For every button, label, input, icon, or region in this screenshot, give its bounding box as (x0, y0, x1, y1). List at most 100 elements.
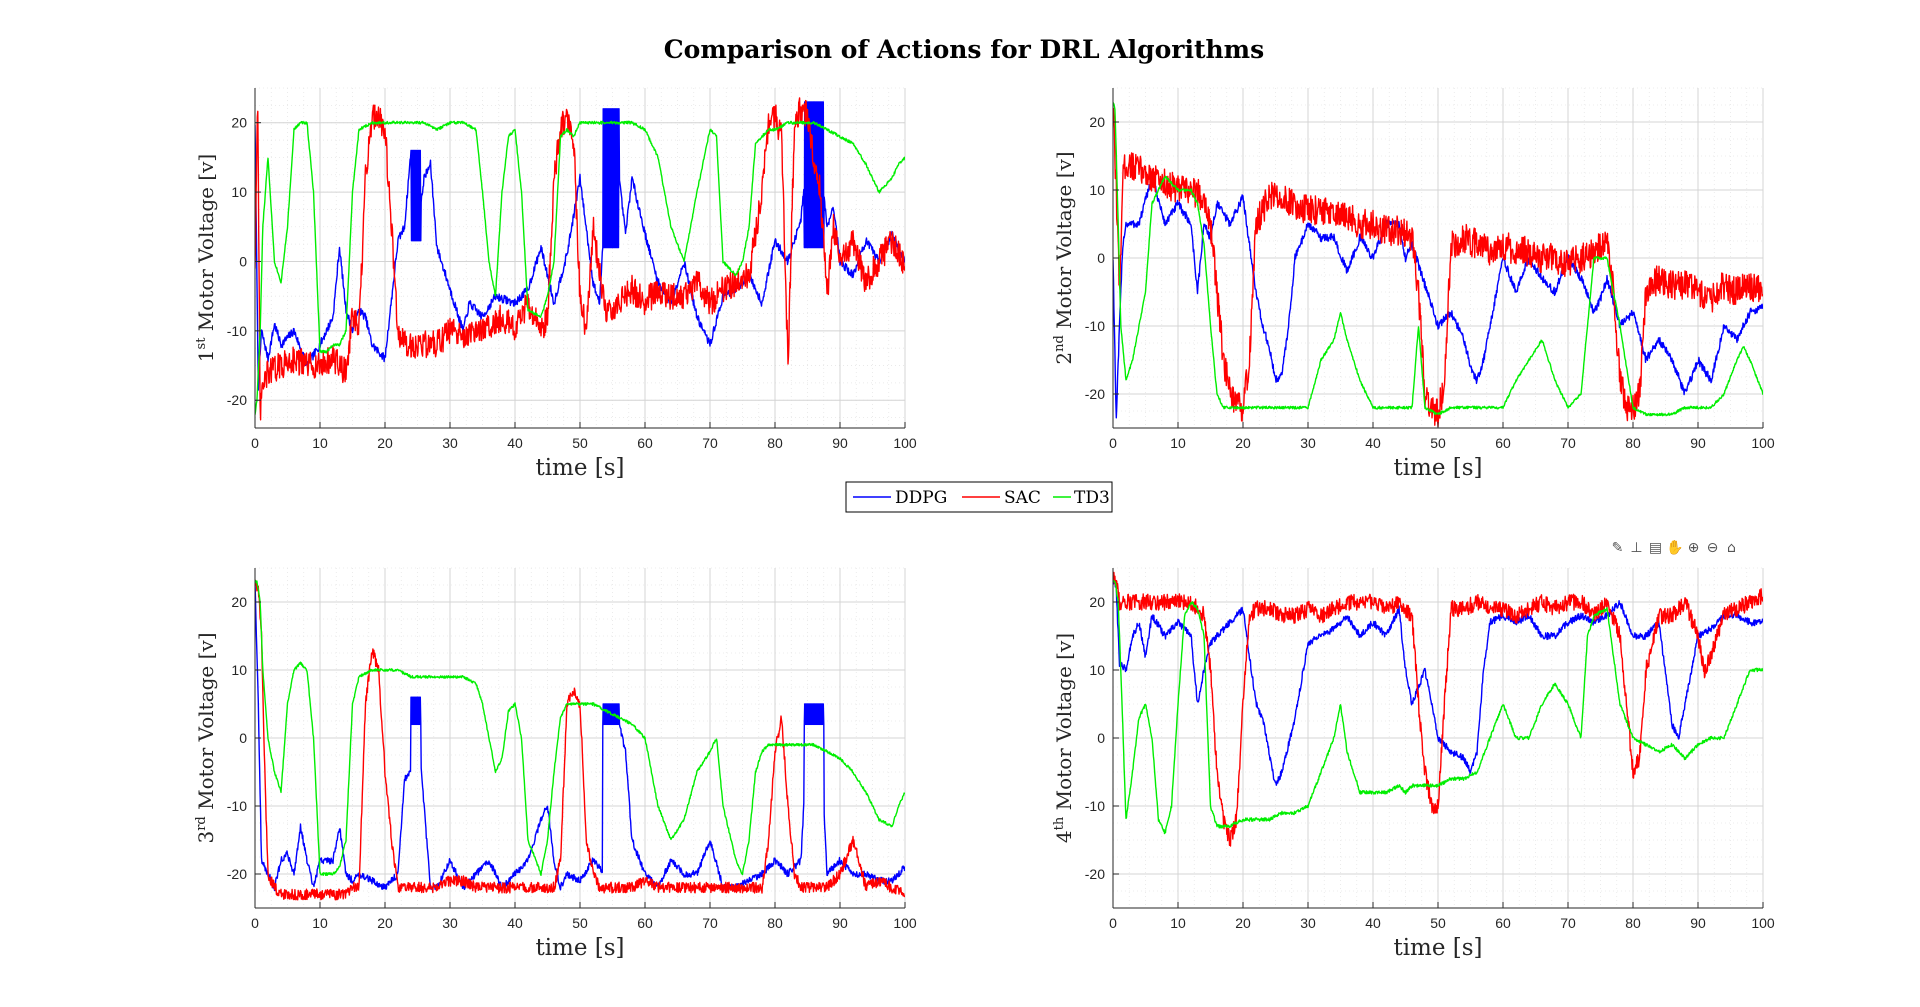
subplot-4: 0 10 20 30 40 50 60 70 80 90 100 -20 -10 0 10 20 time [s… (1052, 567, 1775, 961)
series-line-sac (255, 97, 905, 421)
series-line-ddpg (255, 101, 905, 391)
y-tick-label: 10 (231, 184, 247, 200)
series-line-td3 (1113, 580, 1763, 835)
x-tick-label: 10 (1170, 435, 1186, 451)
series-line-td3 (255, 579, 905, 876)
x-axis-label: time [s] (535, 935, 624, 961)
x-tick-label: 40 (507, 915, 523, 931)
y-tick-label: -10 (1085, 798, 1105, 814)
brush-icon[interactable]: ✎ (1611, 540, 1624, 556)
x-tick-label: 10 (1170, 915, 1186, 931)
y-axis-label: 4th Motor Voltage [v] (1052, 633, 1076, 843)
x-tick-label: 80 (767, 435, 783, 451)
data-tip-icon[interactable]: ⊥ (1630, 540, 1643, 556)
x-axis-label: time [s] (535, 455, 624, 481)
y-tick-label: 0 (1097, 250, 1105, 266)
y-axis-label: 2nd Motor Voltage [v] (1052, 151, 1076, 364)
y-tick-label: 20 (231, 594, 247, 610)
x-tick-label: 50 (572, 435, 588, 451)
legend-label-ddpg: DDPG (895, 488, 947, 508)
x-tick-label: 100 (893, 915, 917, 931)
x-tick-label: 0 (1109, 915, 1117, 931)
y-tick-label: 20 (1089, 594, 1105, 610)
y-tick-label: -10 (227, 798, 247, 814)
x-tick-label: 80 (767, 915, 783, 931)
series-line-ddpg (1113, 174, 1763, 419)
x-tick-label: 80 (1625, 915, 1641, 931)
y-tick-label: 20 (1089, 114, 1105, 130)
x-tick-label: 60 (1495, 915, 1511, 931)
x-tick-label: 60 (637, 435, 653, 451)
x-tick-label: 100 (1751, 435, 1775, 451)
series-line-td3 (255, 120, 905, 415)
x-tick-label: 90 (832, 915, 848, 931)
x-tick-label: 20 (377, 915, 393, 931)
series-group (255, 97, 905, 421)
legend-label-sac: SAC (1004, 488, 1041, 508)
x-tick-label: 50 (572, 915, 588, 931)
subplot-2: 0 10 20 30 40 50 60 70 80 90 100 -20 -10 0 10 20 time [s… (1052, 87, 1775, 481)
series-line-ddpg (255, 582, 905, 892)
x-tick-label: 50 (1430, 435, 1446, 451)
x-tick-label: 70 (1560, 915, 1576, 931)
x-tick-label: 20 (377, 435, 393, 451)
subplot-3: 0 10 20 30 40 50 60 70 80 90 100 -20 -10 0 10 20 time [s… (194, 567, 917, 961)
x-tick-label: 90 (1690, 915, 1706, 931)
x-tick-label: 60 (637, 915, 653, 931)
y-tick-label: 0 (239, 730, 247, 746)
series-line-td3 (1113, 102, 1763, 417)
y-axis-label: 3rd Motor Voltage [v] (194, 632, 218, 843)
y-tick-label: -10 (227, 323, 247, 339)
series-line-sac (1113, 571, 1763, 847)
home-icon[interactable]: ⌂ (1727, 540, 1736, 556)
x-tick-label: 90 (832, 435, 848, 451)
legend-icon[interactable]: ▤ (1648, 540, 1663, 556)
y-tick-label: -20 (227, 392, 247, 408)
figure-title: Comparison of Actions for DRL Algorithms (664, 35, 1264, 64)
x-axis-label: time [s] (1393, 935, 1482, 961)
x-axis-label: time [s] (1393, 455, 1482, 481)
x-tick-label: 40 (507, 435, 523, 451)
x-tick-label: 0 (1109, 435, 1117, 451)
y-tick-label: 20 (231, 115, 247, 131)
series-group (1113, 571, 1763, 847)
axes-toolbar: ✎ ⊥ ▤ ✋ ⊕ ⊖ ⌂ (1609, 540, 1740, 557)
pan-icon[interactable]: ✋ (1666, 540, 1684, 556)
y-tick-label: -10 (1085, 318, 1105, 334)
x-tick-label: 40 (1365, 435, 1381, 451)
y-tick-label: 0 (1097, 730, 1105, 746)
x-tick-label: 30 (442, 915, 458, 931)
x-tick-label: 100 (1751, 915, 1775, 931)
x-tick-label: 30 (1300, 915, 1316, 931)
zoom-in-icon[interactable]: ⊕ (1687, 540, 1700, 556)
x-tick-label: 0 (251, 435, 259, 451)
x-tick-label: 100 (893, 435, 917, 451)
y-tick-label: 10 (231, 662, 247, 678)
x-tick-label: 70 (702, 435, 718, 451)
x-tick-label: 10 (312, 915, 328, 931)
series-line-sac (255, 579, 905, 901)
x-tick-label: 60 (1495, 435, 1511, 451)
y-tick-label: 0 (239, 253, 247, 269)
y-tick-label: 10 (1089, 662, 1105, 678)
legend: DDPG SAC TD3 (845, 481, 1113, 513)
zoom-out-icon[interactable]: ⊖ (1706, 540, 1719, 556)
x-tick-label: 80 (1625, 435, 1641, 451)
x-tick-label: 50 (1430, 915, 1446, 931)
subplot-1: 0 10 20 30 40 50 60 70 80 90 100 -20 -10 0 10 20 time [s… (194, 87, 917, 481)
x-tick-label: 40 (1365, 915, 1381, 931)
y-axis-label: 1st Motor Voltage [v] (194, 154, 218, 362)
y-tick-label: -20 (227, 866, 247, 882)
legend-label-td3: TD3 (1074, 488, 1110, 508)
x-tick-label: 10 (312, 435, 328, 451)
y-tick-label: -20 (1085, 866, 1105, 882)
series-group (255, 579, 905, 901)
series-line-ddpg (1113, 580, 1763, 786)
y-tick-label: -20 (1085, 386, 1105, 402)
x-tick-label: 30 (1300, 435, 1316, 451)
x-tick-label: 20 (1235, 915, 1251, 931)
x-tick-label: 90 (1690, 435, 1706, 451)
x-tick-label: 20 (1235, 435, 1251, 451)
